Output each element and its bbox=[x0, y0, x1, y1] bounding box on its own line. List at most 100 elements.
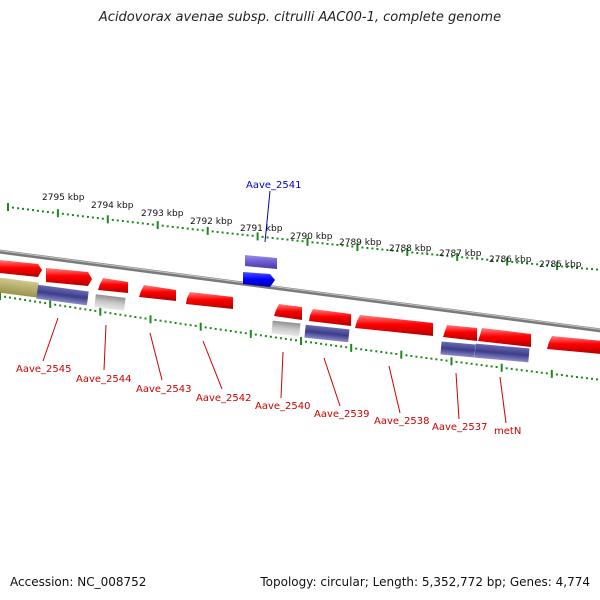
scale-minor-tick bbox=[271, 237, 274, 239]
scale-minor-tick bbox=[126, 220, 129, 223]
scale-minor-tick bbox=[189, 324, 192, 327]
scale-minor-tick bbox=[96, 217, 99, 220]
label-aave-2539[interactable]: Aave_2539 bbox=[314, 409, 370, 420]
scale-minor-tick bbox=[311, 241, 314, 244]
scale-minor-tick bbox=[301, 240, 304, 243]
scale-minor-tick bbox=[591, 268, 593, 271]
scale-minor-tick bbox=[576, 266, 578, 269]
scale-minor-tick bbox=[32, 209, 34, 212]
scale-minor-tick bbox=[124, 314, 127, 317]
scale-minor-tick bbox=[144, 317, 147, 320]
gene-aave-2537-navy[interactable] bbox=[440, 341, 476, 358]
scale-minor-tick bbox=[451, 255, 454, 258]
scale-minor-tick bbox=[259, 334, 262, 337]
gene-aave-2539-navy[interactable] bbox=[304, 324, 350, 343]
gene-aave-2544-gray[interactable] bbox=[94, 294, 126, 311]
gene-aave-2541-arrow[interactable] bbox=[243, 272, 275, 287]
scale-minor-tick bbox=[316, 241, 319, 244]
scale-minor-tick bbox=[191, 228, 194, 231]
gene-aave-2540-block[interactable] bbox=[274, 304, 302, 320]
scale-minor-tick bbox=[596, 378, 598, 381]
label-aave-2543[interactable]: Aave_2543 bbox=[136, 384, 192, 395]
scale-minor-tick bbox=[436, 253, 439, 256]
gene-aave-2541-block[interactable] bbox=[245, 255, 277, 269]
scale-label-2790: 2790 kbp bbox=[290, 232, 333, 242]
scale-minor-tick bbox=[111, 218, 114, 221]
label-aave-2544[interactable]: Aave_2544 bbox=[76, 374, 132, 385]
scale-major-tick bbox=[0, 292, 1, 300]
scale-minor-tick bbox=[541, 263, 544, 266]
scale-label-2794: 2794 kbp bbox=[91, 201, 134, 211]
scale-minor-tick bbox=[164, 320, 167, 323]
scale-minor-tick bbox=[141, 222, 144, 225]
scale-minor-tick bbox=[129, 315, 132, 318]
gene-aave-2542-block[interactable] bbox=[186, 292, 233, 309]
scale-minor-tick bbox=[431, 253, 434, 256]
scale-major-tick bbox=[556, 262, 559, 271]
label-aave-2545[interactable]: Aave_2545 bbox=[16, 364, 72, 375]
scale-major-tick bbox=[7, 203, 9, 211]
scale-minor-tick bbox=[380, 351, 383, 353]
scale-minor-tick bbox=[61, 212, 64, 215]
scale-minor-tick bbox=[104, 311, 107, 314]
label-metn[interactable]: metN bbox=[494, 426, 521, 437]
gene-aave-2537-block[interactable] bbox=[443, 325, 477, 341]
scale-minor-tick bbox=[376, 248, 379, 250]
gene-aave-2545-block[interactable] bbox=[0, 277, 39, 298]
scale-minor-tick bbox=[211, 230, 214, 233]
scale-minor-tick bbox=[224, 329, 227, 332]
scale-minor-tick bbox=[335, 344, 338, 347]
scale-minor-tick bbox=[241, 233, 244, 236]
scale-minor-tick bbox=[530, 370, 533, 373]
scale-minor-tick bbox=[440, 358, 443, 361]
scale-major-tick bbox=[149, 315, 152, 324]
gene-aave-2539-block[interactable] bbox=[309, 309, 351, 326]
scale-minor-tick bbox=[214, 327, 217, 330]
scale-minor-tick bbox=[486, 258, 489, 261]
scale-minor-tick bbox=[194, 324, 197, 327]
gene-aave-2540-gray[interactable] bbox=[271, 320, 301, 337]
scale-minor-tick bbox=[219, 328, 222, 331]
gene-metn-navy[interactable] bbox=[474, 343, 530, 363]
scale-minor-tick bbox=[134, 316, 137, 318]
scale-minor-tick bbox=[274, 336, 277, 339]
gene-aave-2544-block[interactable] bbox=[98, 278, 128, 293]
scale-minor-tick bbox=[101, 217, 104, 220]
scale-minor-tick bbox=[446, 254, 449, 257]
label-aave-2538[interactable]: Aave_2538 bbox=[374, 416, 430, 427]
scale-major-tick bbox=[106, 215, 109, 224]
scale-minor-tick bbox=[586, 377, 588, 380]
leader-aave-2537 bbox=[455, 372, 460, 420]
leader-aave-2544 bbox=[103, 324, 107, 371]
leader-aave-2539 bbox=[323, 357, 341, 407]
scale-major-tick bbox=[356, 243, 359, 251]
scale-minor-tick bbox=[391, 249, 394, 252]
label-aave-2542[interactable]: Aave_2542 bbox=[196, 393, 252, 404]
scale-minor-tick bbox=[466, 256, 469, 259]
gene-aave-2538-block[interactable] bbox=[355, 315, 433, 336]
gene-block[interactable] bbox=[547, 336, 600, 354]
scale-minor-tick bbox=[345, 346, 348, 349]
gene-block[interactable] bbox=[0, 260, 42, 277]
gene-block[interactable] bbox=[46, 268, 92, 286]
scale-minor-tick bbox=[269, 335, 272, 338]
scale-minor-tick bbox=[596, 268, 598, 271]
label-aave-2540[interactable]: Aave_2540 bbox=[255, 401, 311, 412]
scale-label-2789: 2789 kbp bbox=[339, 238, 382, 248]
scale-minor-tick bbox=[560, 374, 563, 377]
label-aave-2537[interactable]: Aave_2537 bbox=[432, 422, 488, 433]
scale-minor-tick bbox=[94, 309, 97, 312]
gene-aave-2543-block[interactable] bbox=[139, 285, 176, 301]
scale-minor-tick bbox=[84, 308, 87, 311]
scale-minor-tick bbox=[295, 339, 297, 342]
scale-minor-tick bbox=[276, 237, 279, 240]
gene-metn-block[interactable] bbox=[478, 328, 531, 347]
scale-major-tick bbox=[450, 357, 453, 366]
scale-minor-tick bbox=[331, 243, 334, 246]
gene-aave-2545-block-2[interactable] bbox=[36, 284, 89, 306]
scale-minor-tick bbox=[426, 253, 429, 255]
scale-minor-tick bbox=[551, 264, 554, 267]
leader-aave-2538 bbox=[388, 365, 401, 414]
label-aave-2541[interactable]: Aave_2541 bbox=[246, 180, 302, 191]
